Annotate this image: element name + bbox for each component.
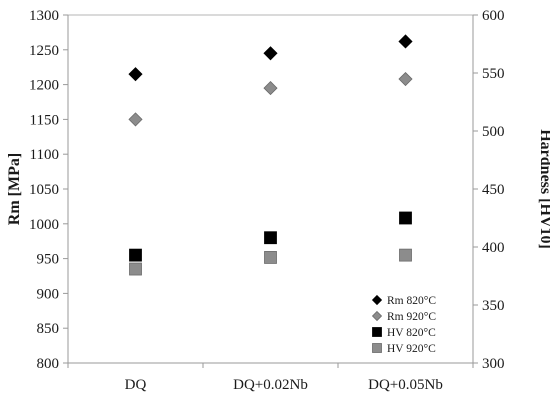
legend-marker (371, 310, 383, 322)
data-point (264, 231, 277, 245)
y-tick-label: 1300 (29, 8, 59, 24)
x-category-label: DQ+0.05Nb (368, 377, 443, 393)
y2-tick-label: 400 (482, 240, 505, 256)
series-2 (129, 211, 412, 262)
y-tick-label: 900 (37, 286, 60, 302)
y-tick-label: 1150 (30, 112, 59, 128)
x-category-label: DQ (125, 377, 147, 393)
series-0 (128, 34, 413, 82)
y-tick-label: 850 (37, 321, 60, 337)
y2-axis-title: Hardness [HV10] (537, 129, 550, 249)
y-tick-label: 1250 (29, 43, 59, 59)
data-point (128, 112, 143, 127)
legend-marker (372, 343, 382, 353)
y-axis-title: Rm [MPa] (6, 153, 23, 225)
y-tick-label: 1100 (30, 147, 59, 163)
x-category-label: DQ+0.02Nb (233, 377, 308, 393)
data-point (128, 67, 143, 82)
y2-axis-ticks: 300 350 400 450 500 550 600 (473, 8, 505, 372)
data-point (399, 211, 412, 225)
data-marks (128, 34, 413, 276)
data-point (129, 248, 142, 262)
y-tick-label: 950 (37, 252, 60, 268)
data-point (398, 34, 413, 49)
y2-tick-label: 450 (482, 182, 505, 198)
data-point (129, 262, 142, 276)
legend-marker (371, 294, 383, 306)
series-3 (129, 248, 412, 276)
y-axis-ticks: 800 850 900 950 1000 1050 1100 1150 1200 1250 1300 (29, 8, 68, 372)
y-tick-label: 800 (37, 356, 60, 372)
y-tick-label: 1050 (29, 182, 59, 198)
y2-tick-label: 550 (482, 66, 505, 82)
legend-label: Rm 820°C (387, 295, 436, 307)
y2-tick-label: 350 (482, 298, 505, 314)
y2-tick-label: 300 (482, 356, 505, 372)
data-point (398, 71, 413, 87)
y-tick-label: 1000 (29, 217, 59, 233)
data-point (263, 46, 278, 61)
legend-marker (372, 327, 382, 337)
y-tick-label: 1200 (29, 78, 59, 94)
y2-tick-label: 600 (482, 8, 505, 24)
legend: Rm 820°C Rm 920°C HV 820°C HV 920°C (371, 294, 436, 355)
legend-label: HV 920°C (387, 343, 436, 355)
data-point (263, 81, 278, 96)
y2-tick-label: 500 (482, 124, 505, 140)
legend-label: Rm 920°C (387, 311, 436, 323)
series-1 (128, 71, 413, 127)
legend-label: HV 820°C (387, 327, 436, 339)
data-point (264, 251, 277, 264)
data-point (399, 248, 412, 262)
x-axis-ticks: DQ DQ+0.02Nb DQ+0.05Nb (67, 363, 474, 393)
